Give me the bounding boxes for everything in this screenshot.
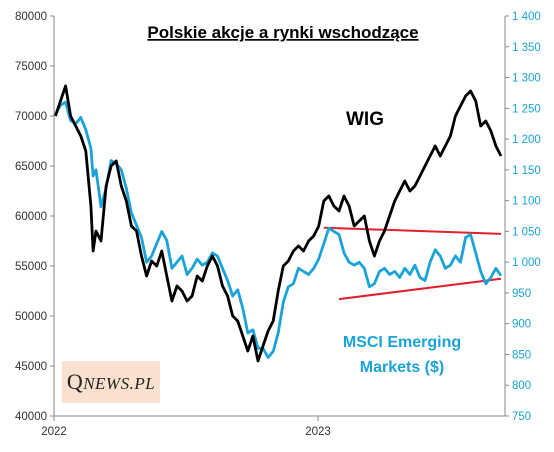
y-left-tick-label: 65000 (15, 161, 47, 173)
y-right-tick-label: 1 100 (512, 196, 541, 208)
y-left-tick-label: 50000 (15, 311, 47, 323)
upper-trendline (323, 226, 502, 235)
y-right-tick-label: 950 (512, 288, 531, 300)
y-right-tick-label: 1 000 (512, 257, 541, 269)
trendlines (323, 226, 502, 301)
x-tick-label: 2022 (41, 426, 67, 438)
y-right-tick-label: 900 (512, 319, 531, 331)
y-right-tick-label: 1 150 (512, 165, 541, 177)
msci-label-line2: Markets ($) (360, 359, 444, 376)
y-left-tick-label: 55000 (15, 261, 47, 273)
logo-rest: NEWS.PL (83, 374, 156, 393)
y-left-tick-label: 80000 (15, 11, 47, 23)
y-right-tick-label: 850 (512, 349, 531, 361)
wig-label: WIG (346, 109, 384, 130)
logo-text: QNEWS.PL (67, 369, 155, 395)
wig-line (54, 84, 503, 363)
y-left-tick-label: 40000 (15, 411, 47, 423)
logo-q: Q (66, 369, 84, 394)
y-left-tick-label: 45000 (15, 361, 47, 373)
y-left-tick-label: 60000 (15, 211, 47, 223)
qnews-logo: QNEWS.PL (62, 361, 160, 403)
msci-em-line (54, 100, 503, 359)
y-right-tick-label: 800 (512, 380, 531, 392)
y-right-tick-label: 750 (512, 411, 531, 423)
y-right-tick-label: 1 200 (512, 134, 541, 146)
series-lines (54, 84, 503, 363)
y-left-tick-label: 75000 (15, 61, 47, 73)
axes: 40000 45000 50000 55000 60000 65000 70000 75000… (15, 11, 541, 438)
lower-trendline (338, 277, 502, 301)
msci-label-line1: MSCI Emerging (343, 334, 461, 351)
chart-title: Polskie akcje a rynki wschodzące (147, 23, 418, 42)
y-right-tick-label: 1 050 (512, 226, 541, 238)
y-right-tick-label: 1 350 (512, 42, 541, 54)
y-right-tick-label: 1 400 (512, 11, 541, 23)
y-right-tick-label: 1 300 (512, 73, 541, 85)
y-right-tick-label: 1 250 (512, 103, 541, 115)
y-left-tick-label: 70000 (15, 111, 47, 123)
x-tick-label: 2023 (305, 426, 331, 438)
